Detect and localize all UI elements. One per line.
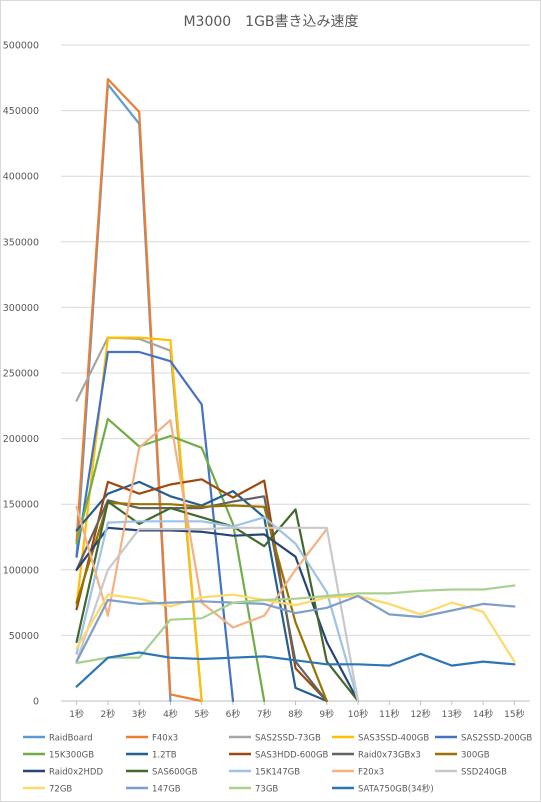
x-tick-label: 8秒 bbox=[288, 708, 303, 720]
y-tick-label: 50000 bbox=[9, 631, 39, 642]
x-tick-label: 2秒 bbox=[101, 708, 116, 720]
series-line-SAS600GB bbox=[75, 500, 360, 703]
x-tick-label: 6秒 bbox=[226, 708, 241, 720]
legend-item[interactable]: 73GB bbox=[229, 785, 278, 795]
series-line-F20x3 bbox=[75, 419, 328, 629]
legend-item[interactable]: 300GB bbox=[435, 751, 490, 761]
legend-item[interactable]: Raid0x2HDD bbox=[23, 768, 103, 778]
series-line-SSD240GB bbox=[75, 526, 360, 703]
legend-label: SAS3SSD-400GB bbox=[358, 734, 429, 744]
series-line-SAS2SSD-200GB bbox=[75, 350, 235, 703]
series-line-SAS3SSD-400GB bbox=[75, 336, 203, 703]
x-tick-label: 12秒 bbox=[410, 708, 430, 720]
series-line-15K300GB bbox=[75, 417, 266, 703]
series-line-SAS2SSD-73GB bbox=[75, 336, 203, 703]
legend[interactable]: RaidBoard F40x3 SAS2SSD-73GB SAS3SSD-400GB S… bbox=[23, 734, 532, 795]
x-tick-label: 13秒 bbox=[442, 708, 462, 720]
legend-item[interactable]: SAS3SSD-400GB bbox=[332, 734, 429, 744]
x-tick-label: 10秒 bbox=[348, 708, 368, 720]
legend-item[interactable]: F40x3 bbox=[126, 734, 178, 744]
legend-item[interactable]: Raid0x73GBx3 bbox=[332, 751, 421, 761]
series-line-RaidBoard bbox=[75, 83, 172, 703]
legend-item[interactable]: SAS3HDD-600GB bbox=[229, 751, 329, 761]
legend-label: SATA750GB(34秒) bbox=[358, 784, 434, 795]
x-tick-label: 4秒 bbox=[163, 708, 178, 720]
legend-label: Raid0x2HDD bbox=[49, 768, 103, 778]
x-tick-label: 14秒 bbox=[473, 708, 493, 720]
series-lines bbox=[75, 78, 516, 703]
y-tick-label: 0 bbox=[33, 697, 39, 708]
gridlines bbox=[61, 44, 530, 702]
x-tick-label: 3秒 bbox=[132, 708, 147, 720]
legend-label: SAS600GB bbox=[152, 768, 198, 778]
legend-label: 300GB bbox=[461, 751, 490, 761]
y-tick-label: 250000 bbox=[3, 369, 39, 380]
legend-label: 73GB bbox=[255, 785, 278, 795]
series-line-SAS3HDD-600GB bbox=[75, 478, 328, 703]
legend-label: SAS2SSD-73GB bbox=[255, 734, 321, 744]
legend-item[interactable]: RaidBoard bbox=[23, 734, 93, 744]
y-axis: 0 50000 100000 150000 200000 250000 300000 3500… bbox=[3, 41, 39, 708]
chart-title: M3000 1GB書き込み速度 bbox=[183, 14, 358, 30]
legend-label: Raid0x73GBx3 bbox=[358, 751, 421, 761]
legend-label: 15K300GB bbox=[49, 751, 94, 761]
x-axis: 1秒 2秒 3秒 4秒 5秒 6秒 7秒 8秒 9秒 10秒 11秒 12秒 13秒 14秒 15秒 bbox=[69, 701, 525, 720]
series-line-SATA750GB(34秒) bbox=[75, 651, 516, 688]
legend-label: F40x3 bbox=[152, 734, 178, 744]
legend-item[interactable]: 15K147GB bbox=[229, 768, 300, 778]
legend-item[interactable]: SATA750GB(34秒) bbox=[332, 784, 434, 795]
legend-label: RaidBoard bbox=[49, 734, 93, 744]
x-tick-label: 5秒 bbox=[194, 708, 209, 720]
series-line-15K147GB bbox=[75, 516, 360, 703]
series-line-147GB bbox=[75, 594, 516, 663]
legend-label: SAS3HDD-600GB bbox=[255, 751, 329, 761]
legend-item[interactable]: SSD240GB bbox=[435, 768, 507, 778]
x-tick-label: 11秒 bbox=[379, 708, 399, 720]
y-tick-label: 450000 bbox=[3, 106, 39, 117]
y-tick-label: 500000 bbox=[3, 41, 39, 52]
y-tick-label: 350000 bbox=[3, 237, 39, 248]
y-tick-label: 150000 bbox=[3, 500, 39, 511]
x-tick-label: 7秒 bbox=[257, 708, 272, 720]
legend-label: 147GB bbox=[152, 785, 181, 795]
x-tick-label: 1秒 bbox=[69, 708, 84, 720]
legend-item[interactable]: 15K300GB bbox=[23, 751, 94, 761]
legend-label: SAS2SSD-200GB bbox=[461, 734, 532, 744]
series-line-F40x3 bbox=[75, 78, 203, 703]
y-tick-label: 300000 bbox=[3, 303, 39, 314]
legend-label: 1.2TB bbox=[152, 751, 177, 761]
series-line-73GB bbox=[75, 584, 516, 665]
legend-item[interactable]: SAS600GB bbox=[126, 768, 198, 778]
legend-label: F20x3 bbox=[358, 768, 384, 778]
x-tick-label: 9秒 bbox=[319, 708, 334, 720]
legend-item[interactable]: 147GB bbox=[126, 785, 181, 795]
legend-item[interactable]: SAS2SSD-200GB bbox=[435, 734, 532, 744]
x-tick-label: 15秒 bbox=[504, 708, 524, 720]
series-line-72GB bbox=[75, 593, 516, 663]
y-tick-label: 400000 bbox=[3, 172, 39, 183]
y-tick-label: 200000 bbox=[3, 434, 39, 445]
series-line-1.2TB bbox=[75, 480, 328, 703]
legend-item[interactable]: F20x3 bbox=[332, 768, 384, 778]
legend-item[interactable]: 72GB bbox=[23, 785, 72, 795]
legend-label: 15K147GB bbox=[255, 768, 300, 778]
legend-label: 72GB bbox=[49, 785, 72, 795]
legend-item[interactable]: SAS2SSD-73GB bbox=[229, 734, 321, 744]
legend-label: SSD240GB bbox=[461, 768, 507, 778]
legend-item[interactable]: 1.2TB bbox=[126, 751, 177, 761]
y-tick-label: 100000 bbox=[3, 565, 39, 576]
